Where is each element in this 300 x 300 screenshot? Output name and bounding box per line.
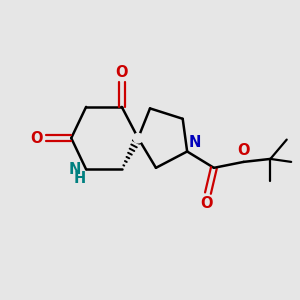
- Text: O: O: [116, 65, 128, 80]
- Text: O: O: [237, 143, 250, 158]
- Text: N: N: [68, 162, 81, 177]
- Circle shape: [134, 134, 143, 143]
- Text: H: H: [74, 171, 86, 186]
- Text: O: O: [200, 196, 213, 211]
- Text: N: N: [189, 135, 201, 150]
- Text: O: O: [31, 130, 43, 146]
